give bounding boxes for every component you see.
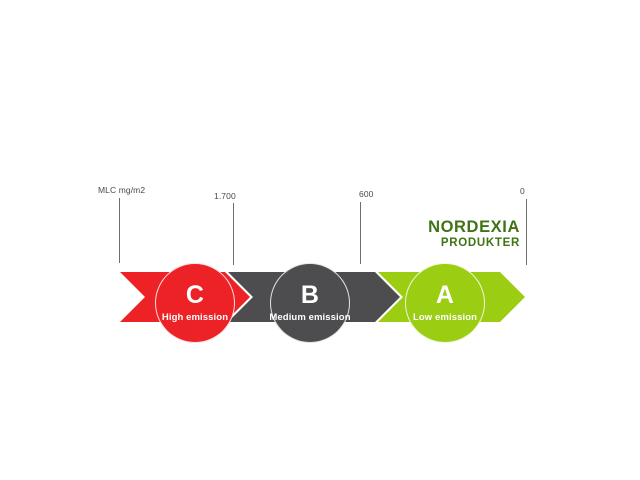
logo-line-nordexia: NORDEXIA [428,218,520,236]
grade-letter-c: C [185,281,205,310]
grade-letter-b: B [300,281,320,310]
grade-circle-c[interactable]: C High emission [155,263,235,343]
tick-label-600: 600 [359,189,374,199]
grade-caption-a: Low emission [412,312,478,324]
grade-circle-a[interactable]: A Low emission [405,263,485,343]
tick-line-0 [526,199,527,265]
tick-label-unit: MLC mg/m2 [98,185,146,195]
brand-logo: NORDEXIA PRODUKTER [340,218,520,249]
tick-label-0: 0 [520,186,525,196]
logo-line-produkter: PRODUKTER [440,236,520,249]
tick-line-1700 [233,203,234,265]
grade-circle-b[interactable]: B Medium emission [269,263,351,343]
grade-caption-c: High emission [161,312,229,324]
grade-caption-b: Medium emission [269,312,351,324]
tick-line-unit [119,198,120,263]
tick-line-600 [360,202,361,264]
grade-letter-a: A [435,281,455,310]
tick-label-1700: 1.700 [214,191,236,201]
